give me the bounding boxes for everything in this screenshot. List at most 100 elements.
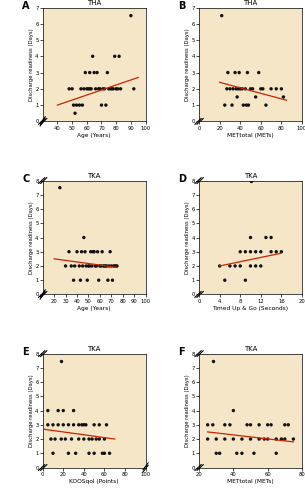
- Point: [101, 262, 106, 270]
- Point: [286, 421, 291, 429]
- Point: [281, 93, 286, 101]
- Title: THA: THA: [243, 0, 258, 6]
- Point: [90, 435, 95, 443]
- Point: [71, 101, 76, 109]
- Point: [101, 85, 106, 93]
- Point: [102, 85, 107, 93]
- Point: [260, 85, 265, 93]
- Y-axis label: Discharge readiness (Days): Discharge readiness (Days): [185, 201, 190, 274]
- Point: [83, 68, 88, 76]
- Point: [231, 406, 236, 414]
- Point: [103, 101, 108, 109]
- Point: [248, 262, 253, 270]
- Title: TKA: TKA: [88, 346, 101, 352]
- Point: [69, 435, 74, 443]
- Point: [85, 276, 90, 284]
- Point: [117, 52, 122, 60]
- Point: [51, 421, 56, 429]
- Point: [217, 450, 222, 458]
- Point: [235, 93, 240, 101]
- X-axis label: Age (Years): Age (Years): [77, 306, 111, 310]
- Point: [238, 248, 243, 256]
- Point: [95, 68, 99, 76]
- Point: [248, 435, 253, 443]
- Point: [264, 101, 268, 109]
- Point: [236, 85, 241, 93]
- Point: [258, 262, 263, 270]
- Point: [109, 85, 114, 93]
- Title: TKA: TKA: [244, 173, 257, 179]
- Point: [63, 435, 68, 443]
- Point: [61, 421, 66, 429]
- Point: [222, 101, 227, 109]
- Point: [106, 85, 111, 93]
- Point: [240, 85, 245, 93]
- Point: [217, 262, 222, 270]
- Point: [97, 421, 102, 429]
- Point: [96, 276, 101, 284]
- Point: [61, 406, 66, 414]
- Point: [102, 435, 107, 443]
- Point: [97, 435, 102, 443]
- X-axis label: Timed Up & Go (Seconds): Timed Up & Go (Seconds): [213, 306, 289, 310]
- Y-axis label: Discharge readiness (Days): Discharge readiness (Days): [185, 374, 190, 447]
- Point: [45, 421, 50, 429]
- Point: [239, 450, 244, 458]
- Point: [248, 248, 253, 256]
- Point: [94, 262, 99, 270]
- Point: [245, 68, 250, 76]
- Point: [222, 421, 227, 429]
- Point: [234, 450, 239, 458]
- Point: [111, 85, 116, 93]
- Point: [80, 101, 85, 109]
- Point: [279, 248, 284, 256]
- Point: [222, 276, 227, 284]
- Point: [45, 406, 50, 414]
- Point: [243, 248, 248, 256]
- Point: [243, 85, 248, 93]
- Point: [244, 101, 249, 109]
- Point: [84, 262, 88, 270]
- Point: [79, 421, 84, 429]
- Point: [279, 85, 284, 93]
- Point: [57, 184, 62, 192]
- Point: [94, 435, 99, 443]
- Point: [106, 262, 111, 270]
- Point: [66, 450, 71, 458]
- Title: TKA: TKA: [244, 346, 257, 352]
- Point: [73, 450, 78, 458]
- Text: B: B: [178, 0, 186, 10]
- Point: [104, 421, 109, 429]
- Point: [87, 435, 92, 443]
- Point: [79, 248, 84, 256]
- Point: [78, 276, 83, 284]
- Point: [233, 68, 238, 76]
- Point: [88, 248, 93, 256]
- Point: [233, 262, 238, 270]
- Point: [87, 85, 92, 93]
- Point: [282, 421, 287, 429]
- Point: [102, 262, 107, 270]
- Point: [238, 262, 243, 270]
- Point: [234, 85, 239, 93]
- Point: [63, 262, 68, 270]
- Point: [274, 248, 279, 256]
- Point: [279, 435, 284, 443]
- Point: [256, 68, 261, 76]
- Point: [104, 262, 109, 270]
- Point: [93, 85, 98, 93]
- Point: [48, 435, 53, 443]
- Point: [100, 450, 105, 458]
- Point: [81, 421, 86, 429]
- Point: [210, 357, 215, 365]
- Text: F: F: [178, 347, 185, 357]
- Point: [56, 406, 61, 414]
- Point: [246, 101, 251, 109]
- Point: [248, 234, 253, 241]
- Point: [241, 101, 246, 109]
- Point: [81, 85, 86, 93]
- Point: [71, 406, 76, 414]
- Point: [80, 262, 85, 270]
- Point: [76, 421, 81, 429]
- Point: [87, 262, 92, 270]
